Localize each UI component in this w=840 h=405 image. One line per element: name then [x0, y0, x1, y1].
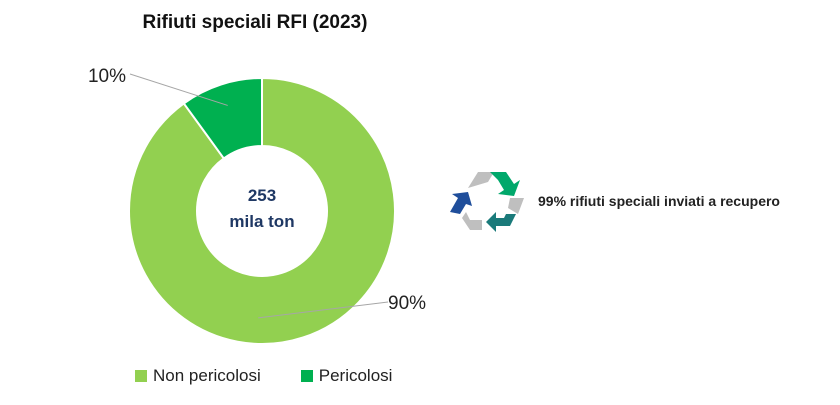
chart-title: Rifiuti speciali RFI (2023) — [142, 12, 368, 33]
recycle-callout-text: 99% rifiuti speciali inviati a recupero — [538, 193, 780, 209]
legend-swatch-non-pericolosi — [135, 370, 147, 382]
slice-non-pericolosi — [128, 76, 396, 345]
legend: Non pericolosi Pericolosi — [135, 366, 432, 386]
recycle-icon — [450, 172, 524, 232]
leader-line-non-pericolosi — [258, 301, 389, 319]
legend-item-non-pericolosi: Non pericolosi — [135, 366, 261, 386]
center-label-line-2: mila ton — [229, 212, 294, 231]
leader-line-pericolosi — [129, 73, 228, 106]
center-label-line-1: 253 — [248, 186, 276, 205]
legend-swatch-pericolosi — [300, 370, 313, 382]
legend-item-pericolosi: Pericolosi — [300, 366, 393, 386]
legend-label-pericolosi: Pericolosi — [318, 366, 393, 385]
legend-label-non-pericolosi: Non pericolosi — [153, 366, 261, 385]
value-label-non-pericolosi: 90% — [388, 293, 426, 314]
value-label-pericolosi: 10% — [88, 66, 126, 87]
